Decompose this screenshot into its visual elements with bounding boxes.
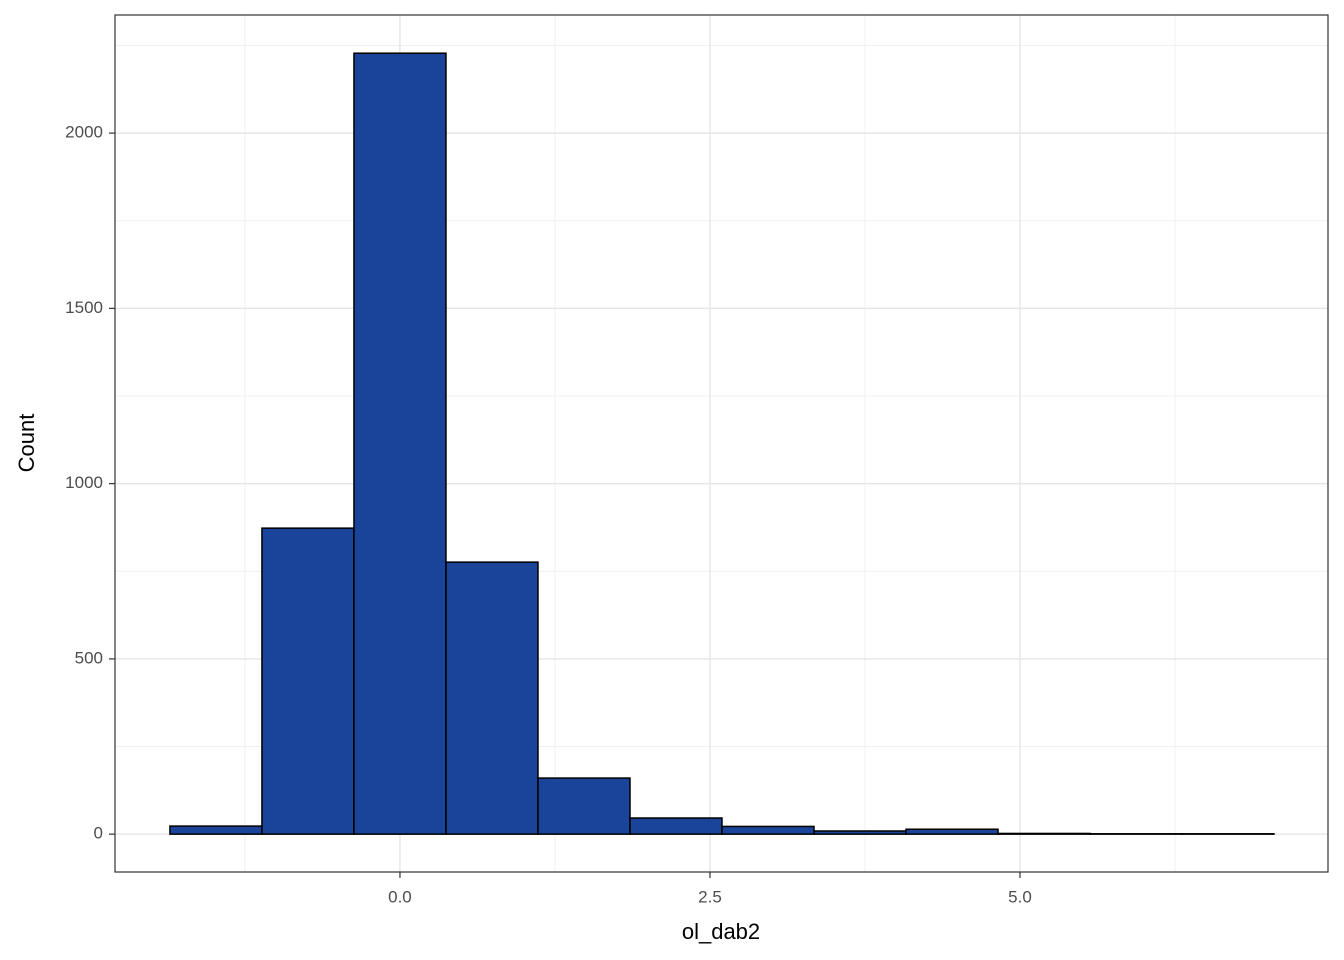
x-tick-label: 0.0 (388, 887, 412, 906)
axes: 0.0 2.5 5.0 0 500 1000 1500 2000 (65, 123, 1032, 907)
bar (997, 832, 1091, 835)
bars (169, 52, 1275, 835)
bar (537, 777, 631, 835)
y-tick-label: 1000 (65, 473, 103, 492)
x-tick-label: 5.0 (1008, 887, 1032, 906)
y-axis-title: Count (14, 414, 39, 473)
x-tick-label: 2.5 (698, 887, 722, 906)
bar (445, 561, 539, 835)
x-axis-title: ol_dab2 (682, 919, 760, 944)
bar (629, 817, 723, 835)
bar (721, 825, 815, 835)
bar (261, 527, 355, 835)
y-tick-label: 1500 (65, 298, 103, 317)
y-tick-label: 0 (94, 824, 103, 843)
bar (905, 828, 999, 835)
bar (169, 825, 263, 835)
y-tick-label: 2000 (65, 123, 103, 142)
bar (353, 52, 447, 835)
bar (813, 830, 907, 835)
panel-border (114, 14, 1329, 873)
y-tick-label: 500 (75, 648, 103, 667)
